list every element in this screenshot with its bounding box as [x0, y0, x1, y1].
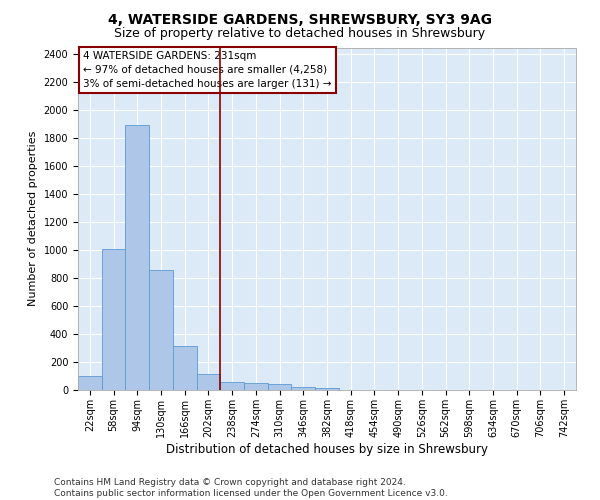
Y-axis label: Number of detached properties: Number of detached properties: [28, 131, 38, 306]
Bar: [244, 383, 268, 390]
Bar: [149, 270, 173, 390]
Text: 4, WATERSIDE GARDENS, SHREWSBURY, SY3 9AG: 4, WATERSIDE GARDENS, SHREWSBURY, SY3 9A…: [108, 12, 492, 26]
Bar: [315, 388, 339, 390]
Bar: [268, 384, 292, 390]
Text: 4 WATERSIDE GARDENS: 231sqm
← 97% of detached houses are smaller (4,258)
3% of s: 4 WATERSIDE GARDENS: 231sqm ← 97% of det…: [83, 51, 331, 89]
Bar: [78, 376, 102, 390]
Bar: [220, 382, 244, 390]
Bar: [173, 346, 197, 390]
Text: Size of property relative to detached houses in Shrewsbury: Size of property relative to detached ho…: [115, 28, 485, 40]
X-axis label: Distribution of detached houses by size in Shrewsbury: Distribution of detached houses by size …: [166, 442, 488, 456]
Bar: [292, 386, 315, 390]
Bar: [197, 374, 220, 390]
Text: Contains HM Land Registry data © Crown copyright and database right 2024.
Contai: Contains HM Land Registry data © Crown c…: [54, 478, 448, 498]
Bar: [102, 249, 125, 390]
Bar: [125, 125, 149, 390]
